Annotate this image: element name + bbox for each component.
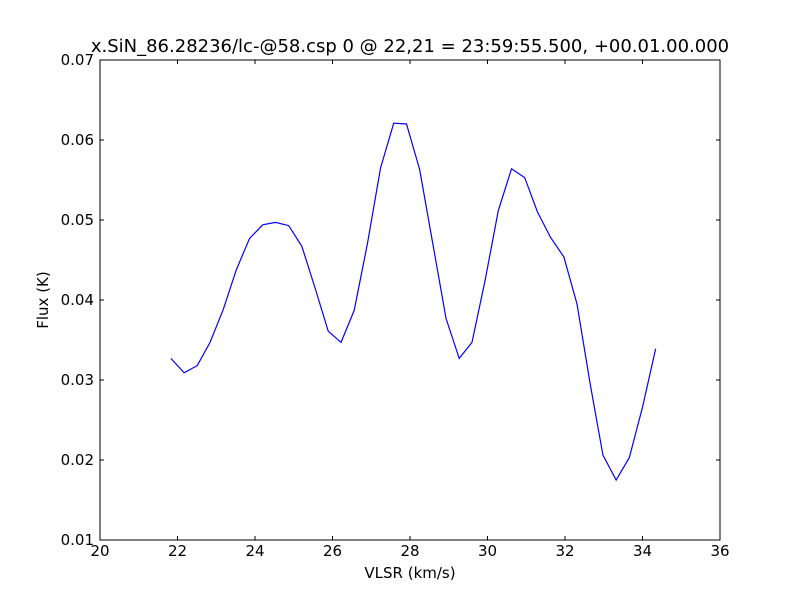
y-tick-label: 0.06 [61,131,94,149]
y-tick-label: 0.07 [61,51,94,69]
x-axis-label: VLSR (km/s) [364,564,455,582]
x-tick-label: 36 [710,542,729,560]
y-tick-label: 0.03 [61,371,94,389]
x-tick-label: 20 [90,542,109,560]
y-tick-label: 0.04 [61,291,94,309]
y-tick-label: 0.05 [61,211,94,229]
y-tick-label: 0.02 [61,451,94,469]
data-line [170,122,657,482]
x-tick-label: 28 [400,542,419,560]
x-tick-label: 26 [323,542,342,560]
y-axis-label: Flux (K) [34,271,52,329]
x-tick-label: 22 [168,542,187,560]
x-tick-label: 24 [245,542,264,560]
plot-frame [99,59,721,541]
x-tick-label: 34 [633,542,652,560]
x-tick-label: 30 [478,542,497,560]
x-tick-label: 32 [555,542,574,560]
chart-title: x.SiN_86.28236/lc-@58.csp 0 @ 22,21 = 23… [91,36,729,57]
y-tick-label: 0.01 [61,531,94,549]
